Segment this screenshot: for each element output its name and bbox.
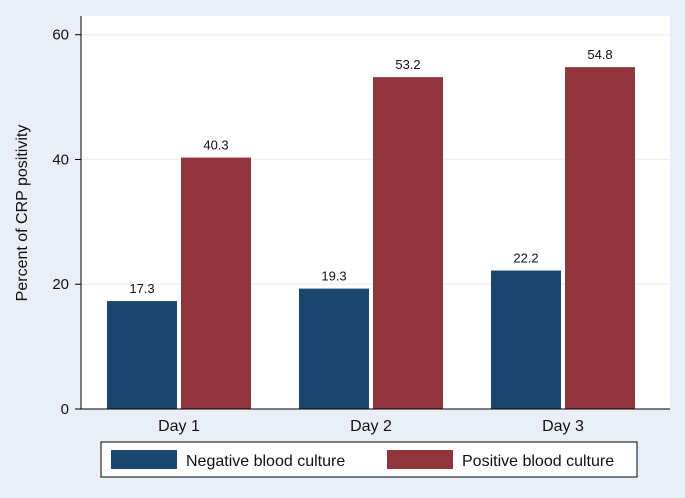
y-ticks: 0 20 40 60	[52, 27, 81, 418]
x-tick-label: Day 3	[542, 418, 584, 435]
legend-swatch-negative	[111, 450, 177, 469]
data-label: 53.2	[395, 57, 420, 72]
x-tick-labels: Day 1 Day 2 Day 3	[158, 418, 584, 435]
data-label: 17.3	[129, 281, 154, 296]
y-tick-label: 20	[52, 276, 69, 293]
bar-positive-1	[181, 157, 251, 409]
legend-label-negative: Negative blood culture	[186, 453, 345, 470]
data-labels: 17.3 40.3 19.3 53.2 22.2 54.8	[129, 47, 612, 296]
bars	[107, 67, 635, 410]
y-tick-label: 60	[52, 27, 69, 44]
bar-positive-2	[373, 77, 443, 409]
bar-negative-3	[491, 270, 561, 409]
legend-swatch-positive	[387, 450, 453, 469]
data-label: 54.8	[587, 47, 612, 62]
legend-box	[100, 441, 638, 478]
x-tick-label: Day 1	[158, 418, 200, 435]
data-label: 40.3	[203, 138, 228, 153]
y-tick-label: 0	[61, 401, 69, 418]
bar-negative-1	[107, 301, 177, 409]
data-label: 22.2	[513, 251, 538, 266]
x-tick-label: Day 2	[350, 418, 392, 435]
data-label: 19.3	[321, 269, 346, 284]
y-tick-label: 40	[52, 151, 69, 168]
legend: Negative blood culture Positive blood cu…	[100, 441, 638, 478]
legend-label-positive: Positive blood culture	[462, 453, 614, 470]
bar-negative-2	[299, 288, 369, 409]
bar-positive-3	[565, 67, 635, 410]
y-axis-title: Percent of CRP positivity	[14, 125, 31, 302]
